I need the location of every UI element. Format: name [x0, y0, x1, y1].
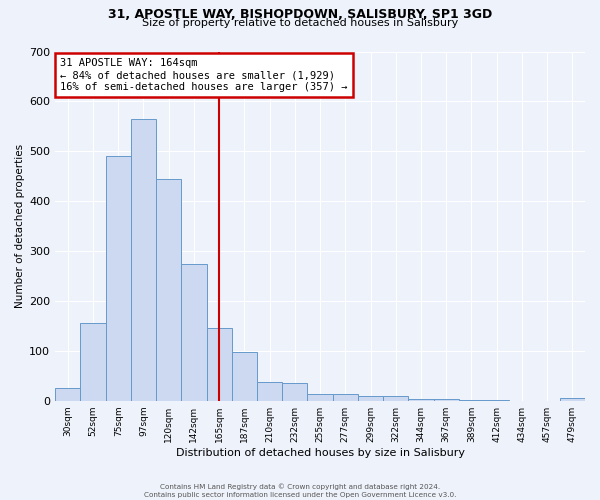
Bar [383, 396, 409, 400]
Bar [131, 119, 156, 400]
Y-axis label: Number of detached properties: Number of detached properties [15, 144, 25, 308]
Bar [434, 399, 459, 400]
Text: Size of property relative to detached houses in Salisbury: Size of property relative to detached ho… [142, 18, 458, 28]
Text: 31 APOSTLE WAY: 164sqm
← 84% of detached houses are smaller (1,929)
16% of semi-: 31 APOSTLE WAY: 164sqm ← 84% of detached… [61, 58, 348, 92]
Bar [106, 156, 131, 400]
Bar [80, 324, 106, 400]
Bar [156, 178, 181, 400]
Bar [232, 352, 257, 401]
Text: 31, APOSTLE WAY, BISHOPDOWN, SALISBURY, SP1 3GD: 31, APOSTLE WAY, BISHOPDOWN, SALISBURY, … [108, 8, 492, 20]
Bar [409, 398, 434, 400]
Bar [206, 328, 232, 400]
Bar [282, 383, 307, 400]
Bar [307, 394, 332, 400]
Bar [55, 388, 80, 400]
Bar [257, 382, 282, 400]
Bar [358, 396, 383, 400]
X-axis label: Distribution of detached houses by size in Salisbury: Distribution of detached houses by size … [176, 448, 464, 458]
Bar [332, 394, 358, 400]
Text: Contains HM Land Registry data © Crown copyright and database right 2024.
Contai: Contains HM Land Registry data © Crown c… [144, 484, 456, 498]
Bar [560, 398, 585, 400]
Bar [181, 264, 206, 400]
